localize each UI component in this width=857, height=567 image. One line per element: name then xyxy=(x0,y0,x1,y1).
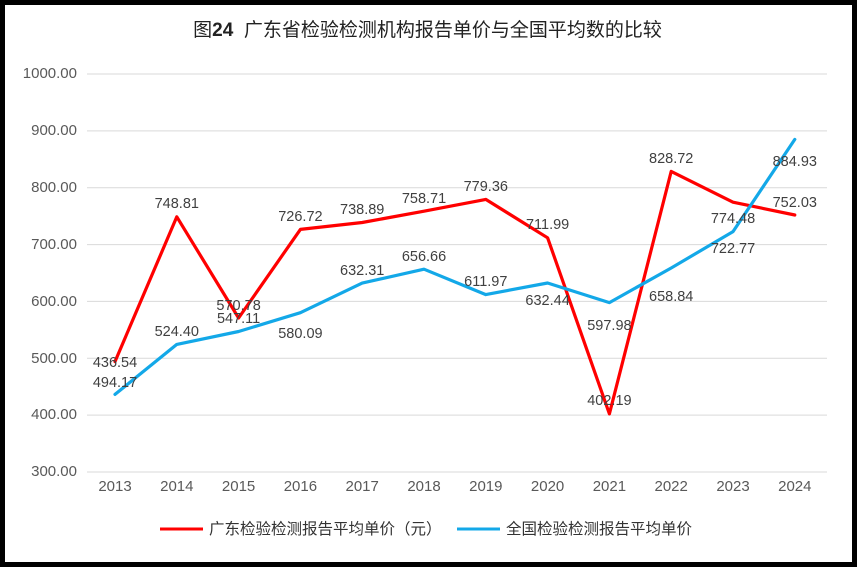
svg-text:884.93: 884.93 xyxy=(773,154,817,170)
svg-text:2016: 2016 xyxy=(284,478,317,495)
svg-text:广东检验检测报告平均单价（元）: 广东检验检测报告平均单价（元） xyxy=(209,520,442,538)
svg-text:700.00: 700.00 xyxy=(31,236,77,253)
svg-text:500.00: 500.00 xyxy=(31,350,77,367)
svg-text:2013: 2013 xyxy=(98,478,131,495)
svg-text:1000.00: 1000.00 xyxy=(23,65,77,82)
svg-text:2021: 2021 xyxy=(593,478,626,495)
svg-text:2023: 2023 xyxy=(716,478,749,495)
svg-text:632.44: 632.44 xyxy=(525,293,569,309)
svg-text:600.00: 600.00 xyxy=(31,293,77,310)
svg-text:2014: 2014 xyxy=(160,478,193,495)
svg-text:779.36: 779.36 xyxy=(464,179,508,195)
svg-text:547.11: 547.11 xyxy=(217,311,260,327)
svg-text:722.77: 722.77 xyxy=(711,241,755,257)
svg-text:2017: 2017 xyxy=(346,478,379,495)
svg-text:800.00: 800.00 xyxy=(31,179,77,196)
svg-text:2022: 2022 xyxy=(655,478,688,495)
svg-text:400.00: 400.00 xyxy=(31,406,77,423)
svg-text:2020: 2020 xyxy=(531,478,564,495)
svg-text:494.17: 494.17 xyxy=(93,375,137,391)
svg-text:711.99: 711.99 xyxy=(526,217,569,233)
svg-text:2024: 2024 xyxy=(778,478,811,495)
svg-text:2018: 2018 xyxy=(407,478,440,495)
svg-text:658.84: 658.84 xyxy=(649,289,693,305)
svg-text:300.00: 300.00 xyxy=(31,463,77,480)
svg-text:611.97: 611.97 xyxy=(464,274,507,290)
svg-text:752.03: 752.03 xyxy=(773,195,817,211)
svg-text:全国检验检测报告平均单价: 全国检验检测报告平均单价 xyxy=(506,520,693,538)
svg-text:436.54: 436.54 xyxy=(93,355,137,371)
svg-text:597.98: 597.98 xyxy=(587,318,631,334)
svg-text:580.09: 580.09 xyxy=(278,326,322,342)
svg-text:726.72: 726.72 xyxy=(278,209,322,225)
svg-text:632.31: 632.31 xyxy=(340,263,384,279)
svg-text:2015: 2015 xyxy=(222,478,255,495)
svg-text:758.71: 758.71 xyxy=(402,191,446,207)
svg-text:748.81: 748.81 xyxy=(155,196,199,212)
svg-text:402.19: 402.19 xyxy=(587,393,631,409)
svg-text:774.48: 774.48 xyxy=(711,211,755,227)
svg-text:2019: 2019 xyxy=(469,478,502,495)
svg-text:900.00: 900.00 xyxy=(31,122,77,139)
svg-text:738.89: 738.89 xyxy=(340,202,384,218)
svg-text:524.40: 524.40 xyxy=(155,324,199,340)
svg-text:828.72: 828.72 xyxy=(649,151,693,167)
svg-text:656.66: 656.66 xyxy=(402,249,446,265)
